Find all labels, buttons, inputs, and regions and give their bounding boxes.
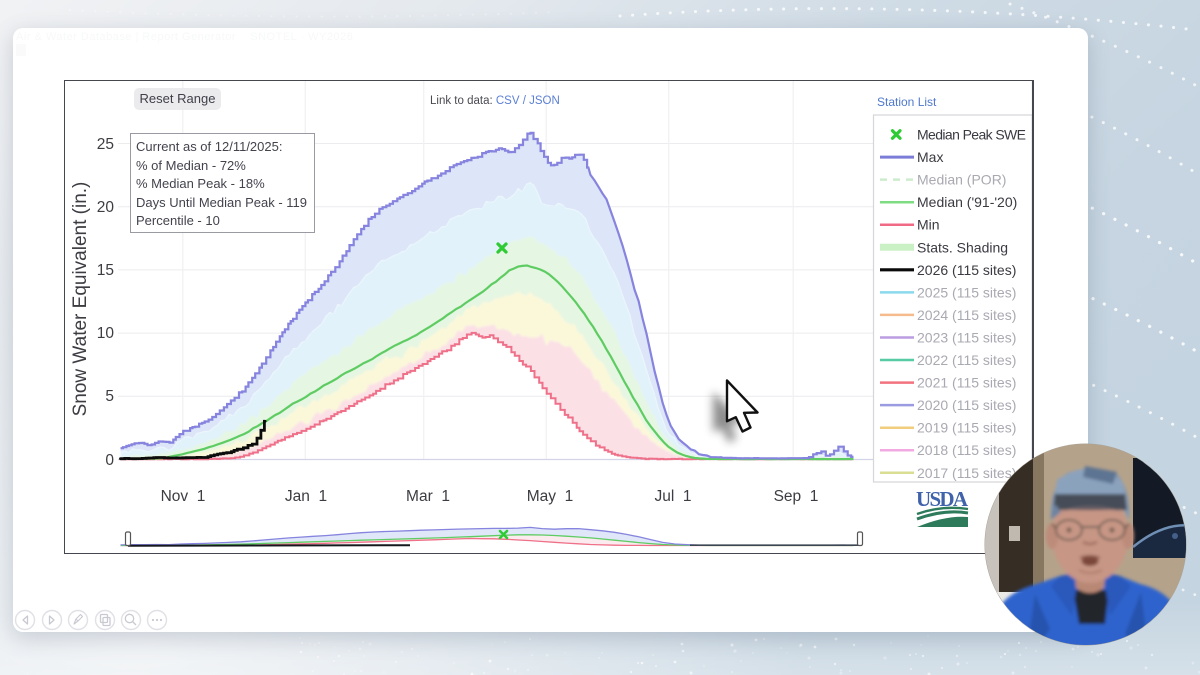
svg-text:2024 (115 sites): 2024 (115 sites) [917,307,1016,323]
svg-text:2020 (115 sites): 2020 (115 sites) [917,397,1016,413]
svg-text:2019 (115 sites): 2019 (115 sites) [917,420,1016,436]
svg-text:Median ('91-'20): Median ('91-'20) [917,194,1017,210]
svg-text:2025 (115 sites): 2025 (115 sites) [917,284,1016,300]
svg-text:Max: Max [917,149,943,165]
svg-text:2018 (115 sites): 2018 (115 sites) [917,442,1016,458]
svg-text:Median Peak SWE: Median Peak SWE [917,127,1026,143]
svg-text:2017 (115 sites): 2017 (115 sites) [917,465,1016,481]
svg-text:Median (POR): Median (POR) [917,172,1006,188]
svg-text:Stats. Shading: Stats. Shading [917,239,1008,255]
svg-text:2022 (115 sites): 2022 (115 sites) [917,352,1016,368]
svg-text:2021 (115 sites): 2021 (115 sites) [917,375,1016,391]
svg-text:2023 (115 sites): 2023 (115 sites) [917,330,1016,346]
svg-text:2026 (115 sites): 2026 (115 sites) [917,262,1016,278]
svg-text:Min: Min [917,217,940,233]
